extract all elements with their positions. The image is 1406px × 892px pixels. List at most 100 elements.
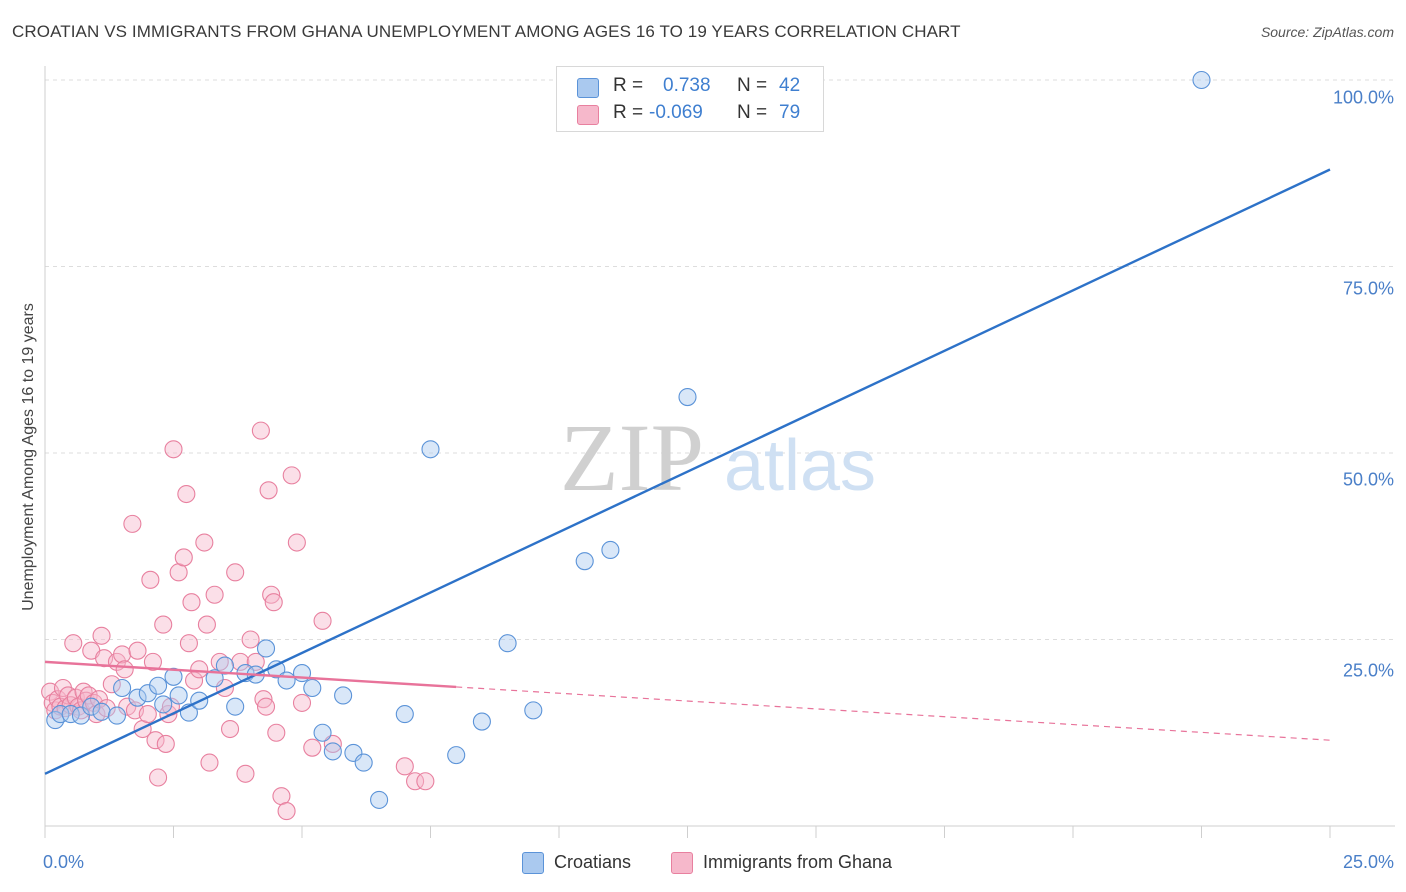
ghana-point: [115, 660, 134, 679]
croatians-point: [205, 669, 224, 688]
croatians-point: [71, 706, 91, 725]
ghana-point: [220, 719, 240, 739]
ghana-trend-line: [44, 660, 457, 689]
n-label: N =: [737, 75, 768, 96]
ghana-point: [246, 652, 265, 671]
croatians-point: [128, 688, 147, 707]
ghana-point: [190, 660, 209, 679]
ghana-swatch: [577, 105, 599, 125]
croatians-point: [524, 701, 543, 720]
ghana-point: [64, 634, 83, 653]
legend-swatch-croatians: [522, 852, 544, 874]
croatians-point: [334, 686, 353, 705]
croatians-point: [472, 712, 491, 731]
ghana-point: [179, 634, 198, 653]
croatians-point: [82, 697, 101, 716]
n-value: 79: [779, 102, 801, 123]
y-tick-label: 50.0%: [1342, 469, 1394, 490]
ghana-point: [182, 593, 201, 612]
croatians-point: [149, 676, 168, 695]
ghana-point: [138, 705, 157, 724]
croatians-point: [215, 656, 234, 675]
ghana-point: [141, 570, 160, 589]
croatians-point: [313, 723, 332, 742]
legend-label: Immigrants from Ghana: [703, 852, 893, 872]
ghana-point: [277, 802, 296, 821]
watermark-atlas: atlas: [724, 426, 876, 506]
ghana-point: [303, 738, 322, 757]
ghana-point: [256, 697, 276, 716]
ghana-point: [177, 484, 196, 504]
ghana-point: [92, 626, 111, 645]
croatians-point: [169, 686, 188, 705]
ghana-point: [287, 533, 306, 552]
y-tick-label: 75.0%: [1342, 278, 1394, 299]
croatians-point: [1192, 70, 1211, 90]
ghana-point: [254, 690, 273, 709]
croatians-point: [154, 695, 173, 714]
ghana-point: [416, 772, 435, 791]
y-axis-label: Unemployment Among Ages 16 to 19 years: [20, 303, 37, 611]
ghana-point: [259, 481, 278, 500]
r-value: 0.738: [663, 75, 711, 96]
ghana-point: [282, 466, 301, 485]
r-label: R =: [613, 75, 644, 96]
watermark: ZIP atlas: [560, 404, 876, 511]
x-tick-label-min: 0.0%: [43, 852, 85, 872]
ghana-point: [264, 593, 283, 612]
ghana-point: [323, 734, 342, 753]
croatians-point: [323, 742, 342, 761]
ghana-point: [251, 421, 270, 440]
ghana-point: [395, 757, 414, 776]
ghana-point: [143, 652, 162, 671]
ghana-point: [200, 753, 219, 772]
y-tick-label: 25.0%: [1342, 660, 1394, 681]
ghana-point: [267, 723, 286, 742]
y-tick-label: 100.0%: [1332, 87, 1394, 108]
croatians-point: [256, 639, 276, 658]
ghana-point: [236, 764, 255, 783]
croatians-point: [113, 678, 132, 698]
croatians-point: [226, 697, 245, 716]
legend-label: Croatians: [554, 852, 632, 872]
croatians-point: [498, 634, 517, 653]
ghana-point: [123, 514, 142, 533]
croatians-point: [164, 667, 183, 686]
n-value: 42: [779, 75, 801, 96]
r-label: R =: [613, 102, 644, 123]
ghana-point: [102, 675, 121, 694]
x-tick-label-max: 25.0%: [1342, 852, 1394, 872]
ghana-point: [113, 645, 132, 664]
croatians-point: [601, 540, 620, 560]
croatians-point: [138, 684, 157, 703]
axes: [44, 66, 1395, 838]
gridlines: [45, 79, 1395, 640]
croatians-point: [421, 440, 440, 459]
ghana-trend-line-dashed: [456, 686, 1331, 741]
ghana-point: [195, 533, 214, 552]
croatians-point: [107, 706, 127, 725]
ghana-point: [164, 440, 183, 459]
croatians-point: [678, 387, 697, 407]
ghana-point: [292, 693, 312, 712]
legend-swatch-ghana: [671, 852, 693, 874]
croatians-point: [277, 671, 296, 690]
croatians-point: [447, 746, 466, 765]
source-label: Source: ZipAtlas.com: [1260, 24, 1394, 40]
ghana-point: [205, 585, 224, 604]
croatians-point: [395, 705, 414, 724]
croatians-point: [303, 678, 322, 698]
croatians-point: [46, 711, 65, 730]
ghana-point: [128, 641, 147, 660]
ghana-point: [156, 734, 175, 753]
ghana-point: [174, 548, 193, 567]
r-value: -0.069: [649, 102, 703, 123]
n-label: N =: [737, 102, 768, 123]
ghana-point: [154, 615, 173, 634]
correlation-stats-box: R = 0.738 N = 42 R = -0.069 N = 79: [556, 66, 824, 132]
croatians-point: [575, 552, 594, 571]
croatians-point: [92, 702, 111, 721]
chart-title: CROATIAN VS IMMIGRANTS FROM GHANA UNEMPL…: [12, 22, 961, 41]
data-points: [41, 70, 1211, 821]
